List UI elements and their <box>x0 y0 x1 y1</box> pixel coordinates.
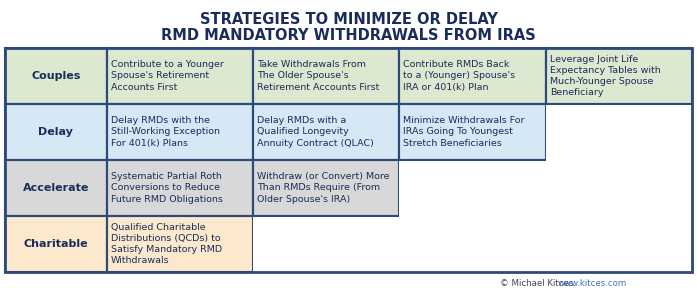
Text: RMD MANDATORY WITHDRAWALS FROM IRAS: RMD MANDATORY WITHDRAWALS FROM IRAS <box>161 28 536 43</box>
Text: Delay RMDs with a
Qualified Longevity
Annuity Contract (QLAC): Delay RMDs with a Qualified Longevity An… <box>257 116 374 148</box>
Text: Take Withdrawals From
The Older Spouse's
Retirement Accounts First: Take Withdrawals From The Older Spouse's… <box>257 60 379 92</box>
Text: © Michael Kitces.: © Michael Kitces. <box>500 280 579 289</box>
Bar <box>253 160 399 216</box>
Text: Delay RMDs with the
Still-Working Exception
For 401(k) Plans: Delay RMDs with the Still-Working Except… <box>111 116 220 148</box>
Bar <box>107 216 253 272</box>
Bar <box>253 48 399 104</box>
Bar <box>5 160 107 216</box>
Bar <box>399 48 546 104</box>
Bar <box>546 160 692 216</box>
Text: Leverage Joint Life
Expectancy Tables with
Much-Younger Spouse
Beneficiary: Leverage Joint Life Expectancy Tables wi… <box>550 55 661 97</box>
Bar <box>546 216 692 272</box>
Text: Withdraw (or Convert) More
Than RMDs Require (From
Older Spouse's IRA): Withdraw (or Convert) More Than RMDs Req… <box>257 172 390 204</box>
Text: STRATEGIES TO MINIMIZE OR DELAY: STRATEGIES TO MINIMIZE OR DELAY <box>199 12 498 27</box>
Text: Delay: Delay <box>38 127 73 137</box>
Text: Contribute to a Younger
Spouse's Retirement
Accounts First: Contribute to a Younger Spouse's Retirem… <box>111 60 224 92</box>
Bar <box>107 104 253 160</box>
Bar <box>399 216 546 272</box>
Bar <box>5 48 692 272</box>
Text: Systematic Partial Roth
Conversions to Reduce
Future RMD Obligations: Systematic Partial Roth Conversions to R… <box>111 172 222 204</box>
Bar <box>399 160 546 216</box>
Text: Charitable: Charitable <box>24 239 88 249</box>
Bar <box>253 104 399 160</box>
Text: Contribute RMDs Back
to a (Younger) Spouse's
IRA or 401(k) Plan: Contribute RMDs Back to a (Younger) Spou… <box>404 60 516 92</box>
Bar <box>546 104 692 160</box>
Text: Accelerate: Accelerate <box>22 183 89 193</box>
Bar <box>253 216 399 272</box>
Bar <box>5 48 107 104</box>
Text: Couples: Couples <box>31 71 81 81</box>
Bar <box>107 160 253 216</box>
Bar <box>546 48 692 104</box>
Bar <box>5 216 107 272</box>
Bar <box>107 48 253 104</box>
Text: www.kitces.com: www.kitces.com <box>558 280 627 289</box>
Text: Qualified Charitable
Distributions (QCDs) to
Satisfy Mandatory RMD
Withdrawals: Qualified Charitable Distributions (QCDs… <box>111 223 222 265</box>
Bar <box>5 104 107 160</box>
Text: Minimize Withdrawals For
IRAs Going To Youngest
Stretch Beneficiaries: Minimize Withdrawals For IRAs Going To Y… <box>404 116 525 148</box>
Bar <box>399 104 546 160</box>
